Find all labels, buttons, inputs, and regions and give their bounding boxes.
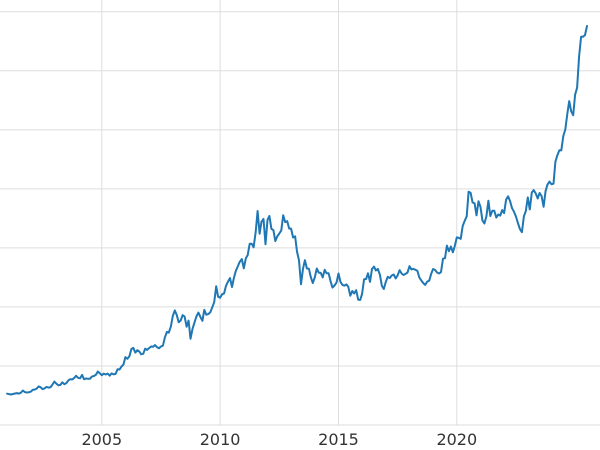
x-tick-label: 2020 bbox=[436, 430, 477, 449]
grid-lines bbox=[0, 0, 600, 426]
price-line bbox=[6, 25, 588, 396]
x-tick-label: 2010 bbox=[200, 430, 241, 449]
x-axis-labels: 2005 2010 2015 2020 bbox=[81, 430, 477, 449]
x-tick-label: 2015 bbox=[318, 430, 359, 449]
x-tick-label: 2005 bbox=[81, 430, 122, 449]
